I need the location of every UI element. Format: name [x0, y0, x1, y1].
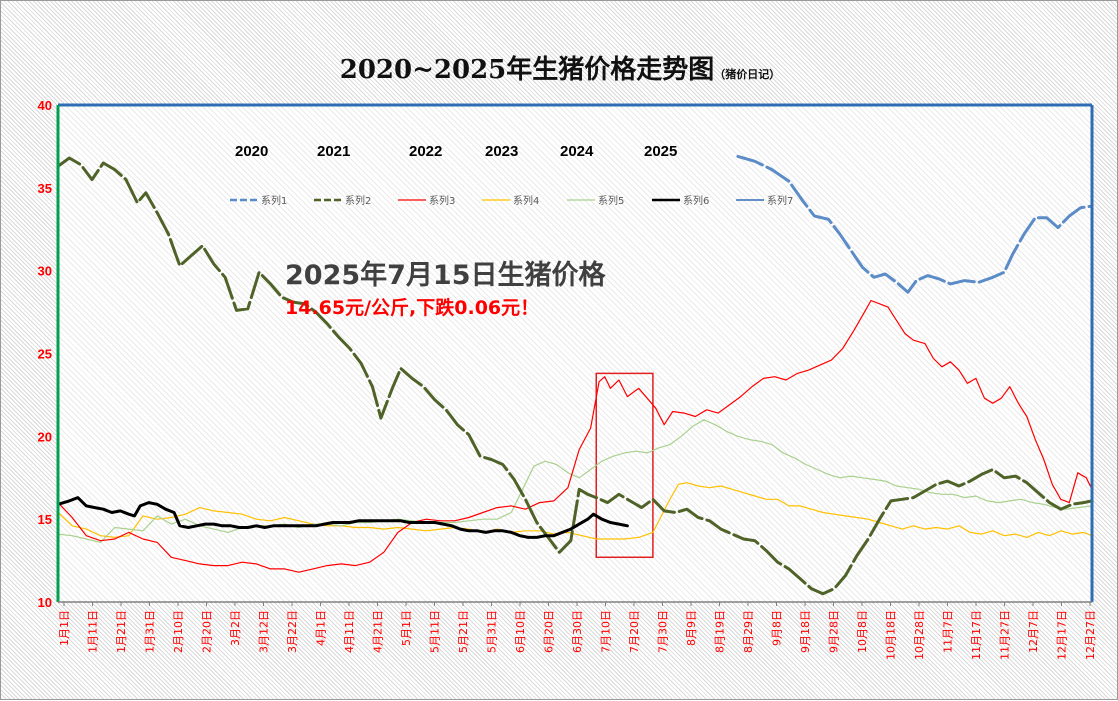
y-tick-label-15: 15 — [38, 512, 52, 527]
year-label-2025: 2025 — [644, 143, 678, 160]
price-annotation-detail: 14.65元/公斤,下跌0.06元！ — [285, 297, 540, 319]
x-tick-label: 3月12日 — [258, 610, 271, 653]
x-tick-label: 11月17日 — [970, 610, 983, 660]
y-tick-label-40: 40 — [38, 98, 52, 113]
y-tick-label-20: 20 — [38, 429, 52, 444]
x-tick-label: 5月21日 — [457, 610, 470, 653]
x-tick-label: 7月10日 — [600, 610, 613, 653]
x-tick-label: 1月21日 — [115, 610, 128, 653]
x-tick-label: 4月1日 — [315, 610, 328, 646]
x-tick-label: 4月11日 — [343, 610, 356, 653]
series-line-6 — [56, 496, 629, 539]
x-tick-label: 12月27日 — [1084, 610, 1097, 660]
x-tick-label: 6月20日 — [543, 610, 556, 653]
x-tick-label: 11月7日 — [942, 610, 955, 653]
year-label-2024: 2024 — [560, 143, 594, 160]
x-tick-label: 8月19日 — [714, 610, 727, 653]
legend-label-4: 系列4 — [513, 194, 539, 207]
x-tick-label: 10月28日 — [913, 610, 926, 660]
y-tick-label-30: 30 — [38, 264, 52, 279]
x-tick-label: 6月10日 — [514, 610, 527, 653]
chart-title: 2020~2025年生猪价格走势图（猪价日记） — [1, 49, 1118, 86]
series-line-1 — [736, 154, 1094, 294]
y-tick-label-10: 10 — [38, 595, 52, 610]
x-tick-label: 3月2日 — [229, 610, 242, 646]
legend-label-1: 系列1 — [261, 194, 287, 207]
x-tick-label: 1月31日 — [144, 610, 157, 653]
x-tick-label: 1月1日 — [58, 610, 71, 646]
series-line-4 — [57, 482, 1093, 540]
chart-title-main: 2020~2025年生猪价格走势图 — [339, 55, 715, 85]
chart-subtitle: （猪价日记） — [714, 68, 781, 81]
x-tick-label: 8月29日 — [742, 610, 755, 653]
legend-label-7: 系列7 — [767, 194, 793, 207]
x-tick-label: 8月9日 — [685, 610, 698, 646]
x-tick-label: 7月30日 — [657, 610, 670, 653]
x-tick-label: 3月22日 — [286, 610, 299, 653]
x-tick-label: 5月11日 — [429, 610, 442, 653]
x-tick-label: 10月8日 — [856, 610, 869, 653]
x-tick-label: 2月10日 — [172, 610, 185, 653]
highlight-box — [595, 372, 654, 559]
x-tick-label: 6月30日 — [571, 610, 584, 653]
price-annotation-headline: 2025年7月15日生猪价格 — [285, 260, 606, 291]
x-tick-label: 5月1日 — [400, 610, 413, 646]
x-tick-label: 9月28日 — [828, 610, 841, 653]
x-tick-label: 9月8日 — [771, 610, 784, 646]
x-tick-label: 9月18日 — [799, 610, 812, 653]
x-tick-label: 5月31日 — [486, 610, 499, 653]
x-tick-label: 11月27日 — [999, 610, 1012, 660]
legend-label-2: 系列2 — [345, 194, 371, 207]
year-label-2023: 2023 — [485, 143, 519, 160]
y-tick-label-35: 35 — [38, 181, 52, 196]
x-tick-label: 4月21日 — [372, 610, 385, 653]
x-tick-label: 7月20日 — [628, 610, 641, 653]
x-tick-label: 2月20日 — [201, 610, 214, 653]
legend-label-3: 系列3 — [429, 194, 455, 207]
y-tick-label-25: 25 — [38, 347, 52, 362]
year-label-2020: 2020 — [235, 143, 269, 160]
x-tick-label: 1月11日 — [87, 610, 100, 653]
year-label-2022: 2022 — [409, 143, 443, 160]
year-label-2021: 2021 — [317, 143, 351, 160]
series-line-3 — [57, 299, 1093, 573]
x-tick-label: 12月17日 — [1056, 610, 1069, 660]
plot-area — [58, 105, 1092, 602]
x-tick-label: 10月18日 — [885, 610, 898, 660]
x-tick-label: 12月7日 — [1027, 610, 1040, 653]
series-line-2 — [56, 156, 1094, 596]
legend-label-5: 系列5 — [598, 194, 624, 207]
legend-label-6: 系列6 — [683, 194, 709, 207]
